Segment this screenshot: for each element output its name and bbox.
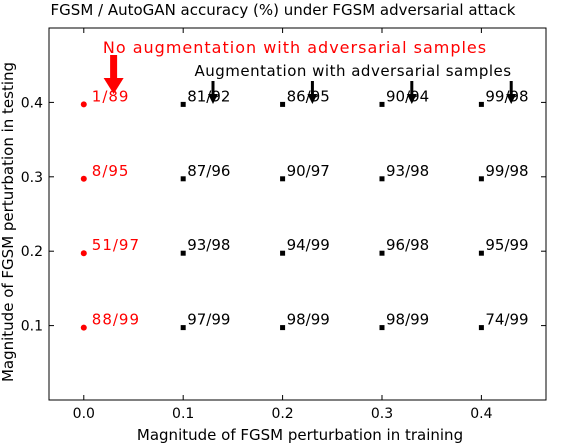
point-label: 93/98 <box>187 236 230 254</box>
point-label: 99/98 <box>485 162 528 180</box>
point-label: 74/99 <box>485 311 528 329</box>
point-marker-no-augmentation <box>80 324 87 331</box>
plot-frame <box>48 27 547 401</box>
x-tick-label: 0.0 <box>73 406 95 422</box>
point-marker-no-augmentation <box>80 101 87 108</box>
point-label: 95/99 <box>485 236 528 254</box>
point-label: 90/97 <box>287 162 330 180</box>
arrow-shaft-red <box>110 55 118 79</box>
point-label: 81/92 <box>187 87 230 105</box>
y-tick-label: 0.4 <box>21 95 43 111</box>
point-marker-augmentation <box>379 325 385 331</box>
point-marker-no-augmentation <box>80 250 87 257</box>
annotations: No augmentation with adversarial samples… <box>103 38 517 104</box>
annotation-no-augmentation: No augmentation with adversarial samples <box>103 38 487 57</box>
annotation-augmentation: Augmentation with adversarial samples <box>194 62 511 80</box>
x-axis-ticks: 0.0 0.1 0.2 0.3 0.4 <box>73 28 493 422</box>
point-label: 99/98 <box>485 87 528 105</box>
arrow-head-red <box>103 78 124 94</box>
point-label: 8/95 <box>92 162 130 180</box>
y-tick-label: 0.1 <box>21 319 43 335</box>
y-tick-label: 0.3 <box>21 170 43 186</box>
point-marker-augmentation <box>478 325 484 331</box>
x-tick-label: 0.2 <box>271 406 293 422</box>
point-label: 90/94 <box>386 87 429 105</box>
chart-title: FGSM / AutoGAN accuracy (%) under FGSM a… <box>51 1 516 19</box>
point-marker-augmentation <box>280 101 286 107</box>
point-marker-augmentation <box>180 101 186 107</box>
point-marker-augmentation <box>478 250 484 256</box>
point-label: 1/89 <box>92 87 130 105</box>
y-axis-ticks: 0.1 0.2 0.3 0.4 <box>21 95 546 335</box>
x-axis-label: Magnitude of FGSM perturbation in traini… <box>137 426 463 444</box>
arrow-head-black <box>506 94 517 104</box>
point-label: 86/95 <box>287 87 330 105</box>
x-tick-label: 0.4 <box>470 406 492 422</box>
arrow-head-black <box>208 94 219 104</box>
data-points: 1/89 8/95 51/97 88/99 81/92 86/95 90/94 99/98 87… <box>80 87 529 331</box>
point-label: 51/97 <box>92 236 140 254</box>
point-marker-augmentation <box>280 176 286 182</box>
point-marker-augmentation <box>478 176 484 182</box>
point-label: 87/96 <box>187 162 230 180</box>
point-label: 98/99 <box>287 311 330 329</box>
point-marker-augmentation <box>180 176 186 182</box>
point-marker-augmentation <box>478 101 484 107</box>
point-marker-augmentation <box>280 250 286 256</box>
y-tick-label: 0.2 <box>21 244 43 260</box>
point-marker-augmentation <box>379 250 385 256</box>
point-marker-augmentation <box>180 250 186 256</box>
point-label: 94/99 <box>287 236 330 254</box>
point-marker-augmentation <box>379 176 385 182</box>
x-tick-label: 0.3 <box>371 406 393 422</box>
x-tick-label: 0.1 <box>172 406 194 422</box>
y-axis-label: Magnitude of FGSM perturbation in testin… <box>0 62 17 382</box>
point-label: 98/99 <box>386 311 429 329</box>
point-marker-no-augmentation <box>80 175 87 182</box>
point-label: 97/99 <box>187 311 230 329</box>
point-marker-augmentation <box>280 325 286 331</box>
point-label: 88/99 <box>92 311 140 329</box>
point-label: 96/98 <box>386 236 429 254</box>
point-marker-augmentation <box>379 101 385 107</box>
arrow-head-black <box>406 94 417 104</box>
arrow-head-black <box>307 94 318 104</box>
point-label: 93/98 <box>386 162 429 180</box>
point-marker-augmentation <box>180 325 186 331</box>
